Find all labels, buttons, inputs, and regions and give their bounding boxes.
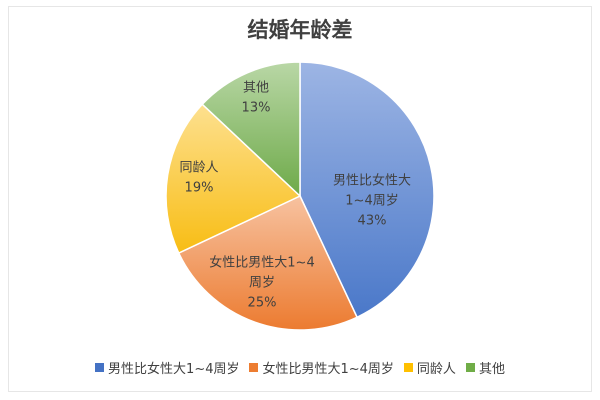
chart-legend: 男性比女性大1~4周岁 女性比男性大1~4周岁 同龄人 其他 [0,358,600,377]
legend-swatch [249,363,259,372]
pie-slice [165,103,302,255]
slice-category-label: 1~4周岁 [345,194,398,209]
pie-slice [177,195,359,331]
slice-percent-label: 13% [242,101,271,116]
slice-category-label: 女性比男性大1~4 [209,255,314,271]
legend-label: 女性比男性大1~4周岁 [262,362,394,377]
legend-swatch [95,363,105,372]
legend-item: 男性比女性大1~4周岁 [95,358,239,377]
legend-item: 其他 [465,358,505,377]
slice-category-label: 其他 [243,81,269,96]
legend-swatch [465,363,475,372]
pie-slice [201,61,301,198]
legend-item: 女性比男性大1~4周岁 [249,358,394,377]
chart-title: 结婚年龄差 [247,18,353,42]
slice-category-label: 周岁 [249,276,275,291]
slice-percent-label: 43% [358,214,387,229]
legend-swatch [403,363,413,372]
slice-percent-label: 25% [248,296,277,311]
slice-category-label: 同龄人 [179,161,218,176]
pie-slice [299,61,435,319]
legend-label: 同龄人 [416,362,456,377]
slice-percent-label: 19% [185,181,214,196]
legend-item: 同龄人 [403,358,456,377]
slice-category-label: 男性比女性大 [333,173,411,189]
legend-label: 其他 [478,362,505,377]
legend-label: 男性比女性大1~4周岁 [108,362,240,377]
